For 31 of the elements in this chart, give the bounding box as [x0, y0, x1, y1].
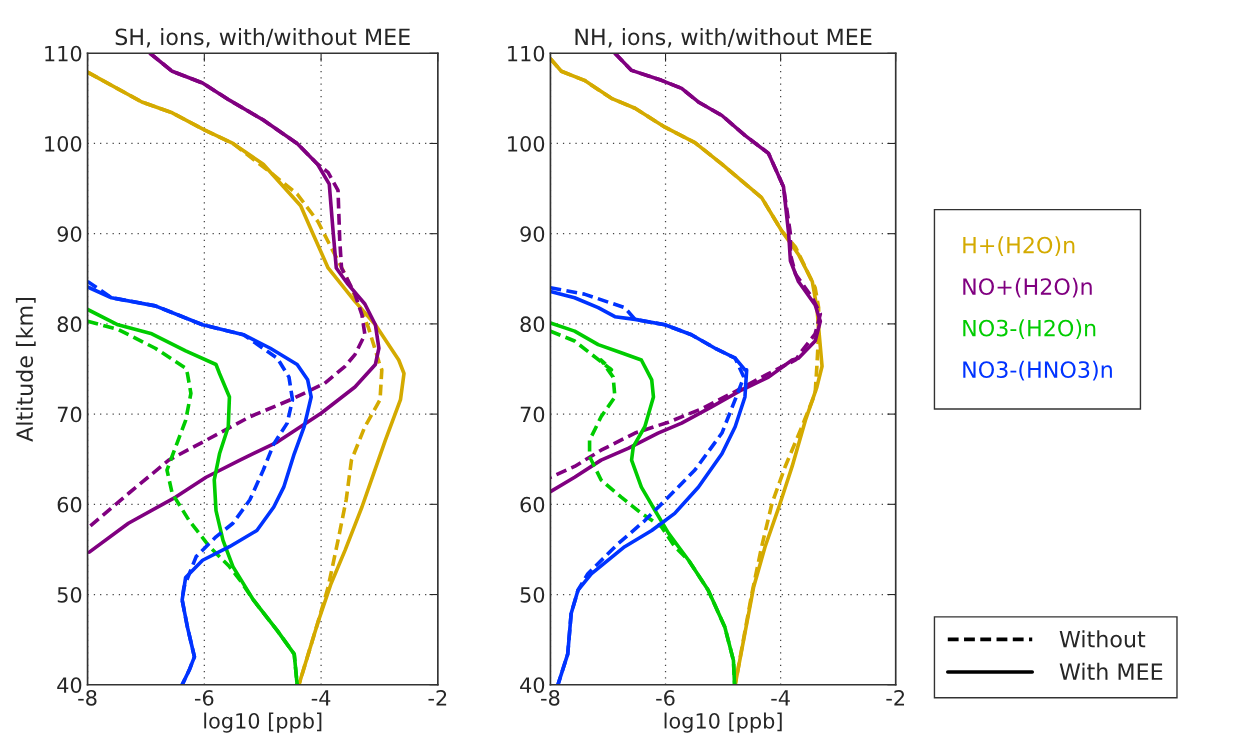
- text: H+(H2O)n: [963, 236, 1075, 257]
- y-tick-label: 80: [57, 316, 82, 333]
- y-tick-label: 70: [520, 406, 545, 423]
- text: Without: [1059, 630, 1146, 648]
- x-tick-label: -6: [194, 689, 214, 706]
- y-tick-label: 100: [508, 135, 545, 152]
- x-tick-label: -2: [886, 689, 905, 706]
- y-axis-title: Altitude [km]: [15, 298, 36, 442]
- x-axis-title: log10 [ppb]: [664, 712, 782, 733]
- y-tick-label: 90: [57, 226, 82, 242]
- y-tick-label: 60: [520, 496, 545, 513]
- x-tick-label: -4: [311, 690, 331, 706]
- chart-title: NH, ions, with/without MEE: [575, 28, 872, 48]
- text: NO3-(HNO3)n: [963, 360, 1112, 381]
- text: With MEE: [1059, 662, 1163, 680]
- x-tick-label: -6: [656, 689, 675, 706]
- y-tick-label: 70: [57, 406, 82, 423]
- text: NO3-(H2O)n: [963, 319, 1096, 340]
- y-tick-label: 110: [45, 45, 82, 62]
- text: NO+(H2O)n: [963, 277, 1092, 298]
- y-tick-label: 100: [45, 135, 82, 152]
- y-tick-label: 50: [520, 586, 545, 603]
- y-tick-label: 110: [508, 45, 545, 62]
- x-tick-label: -2: [428, 689, 447, 706]
- y-tick-label: 80: [520, 316, 545, 333]
- chart-title: SH, ions, with/without MEE: [115, 28, 410, 48]
- y-tick-label: 50: [57, 586, 82, 603]
- y-tick-label: 60: [57, 496, 82, 513]
- x-tick-label: -4: [771, 690, 790, 706]
- y-tick-label: 90: [520, 226, 545, 242]
- x-axis-title: log10 [ppb]: [204, 712, 322, 733]
